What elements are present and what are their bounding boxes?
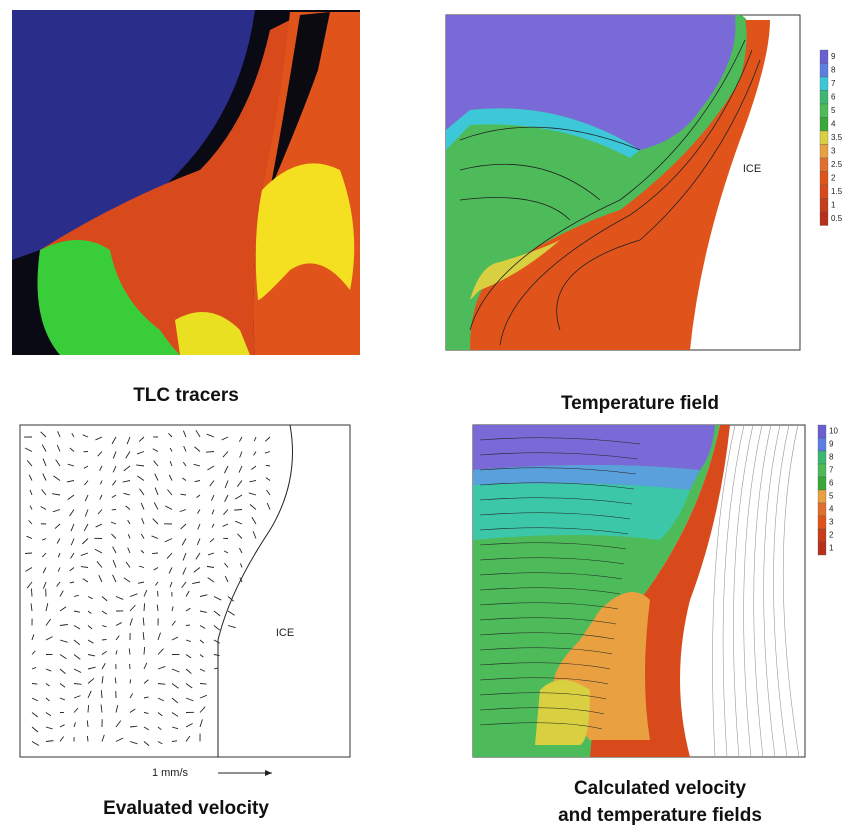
legend-swatch — [818, 542, 826, 555]
temperature-plot — [446, 15, 800, 350]
legend-swatch — [818, 529, 826, 542]
scale-label: 1 mm/s — [152, 767, 189, 779]
page: {"panels": [ {"caption": "TLC tracers"},… — [0, 0, 864, 832]
vector — [144, 603, 145, 611]
legend-label: 4 — [831, 119, 836, 128]
legend-swatch — [820, 64, 828, 78]
legend-label: 6 — [831, 92, 836, 101]
legend-swatch — [820, 158, 828, 172]
legend-label: 2.5 — [831, 160, 843, 169]
tlc-image — [12, 10, 360, 355]
legend-label: 3 — [831, 146, 836, 155]
legend-swatch — [818, 477, 826, 490]
legend-label: 1 — [831, 200, 836, 209]
legend-label: 7 — [831, 79, 836, 88]
legend-label: 9 — [829, 440, 834, 449]
legend-label: 5 — [829, 492, 834, 501]
legend-swatch — [818, 464, 826, 477]
legend-swatch — [820, 50, 828, 64]
legend-swatch — [818, 503, 826, 516]
vector — [144, 647, 145, 654]
legend-label: 10 — [829, 427, 838, 436]
vector — [152, 553, 158, 554]
legend-label: 8 — [829, 453, 834, 462]
velocity-plot — [20, 425, 350, 757]
vector — [88, 705, 89, 712]
vector — [87, 736, 88, 742]
vector — [200, 684, 206, 685]
vector — [101, 690, 102, 698]
legend-label: 7 — [829, 466, 834, 475]
legend-swatch — [820, 131, 828, 145]
legend-swatch — [820, 77, 828, 91]
legend-swatch — [820, 91, 828, 105]
legend-label: 1 — [829, 544, 834, 553]
caption: TLC tracers — [133, 385, 239, 406]
legend-swatch — [820, 185, 828, 199]
legend-swatch — [818, 451, 826, 464]
caption: Evaluated velocity — [103, 798, 269, 819]
vector — [130, 679, 131, 683]
legend-swatch — [818, 425, 826, 438]
legend-swatch — [820, 172, 828, 186]
legend-label: 8 — [831, 65, 836, 74]
legend: 10 9 8 7 6 5 4 3 2 1 — [818, 425, 838, 555]
legend-label: 0.5 — [831, 214, 843, 223]
legend-swatch — [820, 199, 828, 213]
legend-swatch — [820, 104, 828, 118]
legend-swatch — [818, 516, 826, 529]
legend-swatch — [820, 118, 828, 132]
scale-arrow-head — [265, 770, 272, 776]
caption: Calculated velocity — [574, 778, 747, 799]
legend-label: 6 — [829, 479, 834, 488]
legend: 9 8 7 6 5 4 3.5 3 2.5 2 1.5 1 0.5 — [820, 50, 843, 226]
ice-label: ICE — [743, 163, 761, 175]
legend-swatch — [818, 490, 826, 503]
legend-label: 2 — [829, 531, 834, 540]
legend-label: 3 — [829, 518, 834, 527]
caption: and temperature fields — [558, 805, 762, 826]
vector — [32, 684, 37, 685]
legend-label: 3.5 — [831, 133, 843, 142]
calculated-plot — [473, 425, 805, 757]
figure: TLC tracers ICE 9 8 7 6 5 4 3.5 3 2.5 2 1.5 1 0.5 Te… — [0, 0, 864, 832]
vector — [102, 639, 106, 640]
legend-label: 1.5 — [831, 187, 843, 196]
legend-label: 4 — [829, 505, 834, 514]
ice-label: ICE — [276, 627, 294, 639]
legend-swatch — [818, 438, 826, 451]
legend-swatch — [820, 145, 828, 159]
vector — [31, 589, 32, 597]
legend-swatch — [820, 212, 828, 226]
legend-label: 2 — [831, 173, 836, 182]
legend-label: 5 — [831, 106, 836, 115]
vector — [234, 510, 242, 511]
caption: Temperature field — [561, 393, 719, 414]
legend-label: 9 — [831, 52, 836, 61]
